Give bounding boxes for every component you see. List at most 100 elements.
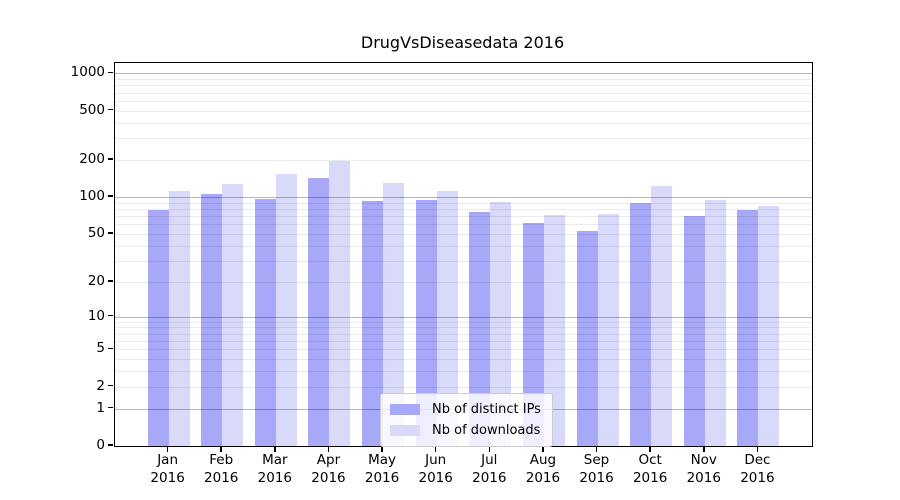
x-axis-tick [166, 446, 169, 452]
y-axis-tick-label: 20 [87, 272, 105, 289]
bar-distinct-ips-Nov-2016 [683, 216, 705, 446]
bar-downloads-Nov-2016 [704, 200, 726, 446]
bar-downloads-Apr-2016 [329, 161, 351, 446]
bar-distinct-ips-May-2016 [362, 200, 384, 446]
x-axis-tick-label: Sep 2016 [579, 452, 614, 486]
x-axis-tick [649, 446, 651, 452]
bar-distinct-ips-Feb-2016 [201, 193, 223, 446]
y-axis-tick [107, 232, 113, 234]
plot-area: Nb of distinct IPs Nb of downloads [114, 62, 813, 447]
gridline-minor [115, 341, 812, 343]
bar-distinct-ips-Jan-2016 [147, 210, 169, 446]
bar-downloads-Oct-2016 [651, 186, 673, 446]
bar-downloads-Sep-2016 [597, 213, 619, 446]
gridline-minor [115, 327, 812, 329]
gridline-minor [115, 202, 812, 204]
y-axis-tick [107, 195, 113, 197]
y-axis-tick [107, 280, 113, 282]
x-axis-tick-label: Nov 2016 [686, 452, 721, 486]
gridline-minor [115, 281, 812, 283]
y-axis-tick [107, 406, 113, 409]
x-axis-tick-label: May 2016 [364, 452, 400, 486]
gridline-minor [115, 359, 812, 361]
y-axis-tick [107, 71, 113, 74]
x-axis-tick [756, 446, 759, 452]
x-axis-tick-label: Mar 2016 [257, 452, 293, 486]
bar-downloads-Feb-2016 [222, 184, 244, 446]
x-axis-tick [703, 446, 705, 452]
bar-distinct-ips-Mar-2016 [254, 198, 276, 446]
bar-distinct-ips-Jun-2016 [415, 199, 437, 446]
x-axis-tick [542, 446, 544, 452]
x-axis-tick [381, 446, 383, 452]
gridline-minor [115, 216, 812, 218]
y-axis-tick [107, 314, 113, 317]
legend-label-downloads: Nb of downloads [432, 423, 541, 438]
y-axis-tick-label: 10 [87, 307, 105, 324]
gridline-minor [115, 349, 812, 351]
legend-swatch-distinct-ips-icon [390, 404, 420, 415]
bar-downloads-Jun-2016 [436, 191, 458, 446]
gridline-minor [115, 321, 812, 323]
x-axis-tick-label: Jun 2016 [418, 452, 453, 486]
bar-downloads-Jul-2016 [490, 202, 512, 446]
gridline-minor [115, 110, 812, 112]
gridline-minor [115, 138, 812, 140]
gridline-minor [115, 92, 812, 94]
y-axis-tick-label: 1000 [70, 64, 105, 81]
y-axis-tick-label: 1 [96, 399, 105, 416]
gridline-minor [115, 386, 812, 388]
x-axis-tick-label: Jan 2016 [150, 452, 185, 486]
bar-distinct-ips-Jul-2016 [469, 212, 491, 446]
gridline-minor [115, 371, 812, 373]
x-axis-tick [595, 446, 598, 452]
x-axis-tick-label: Oct 2016 [632, 452, 668, 486]
gridline-minor [115, 333, 812, 335]
gridline-minor [115, 159, 812, 161]
bar-distinct-ips-Apr-2016 [308, 177, 330, 446]
y-axis-tick-label: 0 [96, 437, 105, 453]
y-axis-tick [107, 158, 113, 160]
y-axis-tick-label: 2 [96, 377, 105, 394]
x-axis-tick-label: Feb 2016 [204, 452, 239, 486]
x-axis-tick [274, 446, 276, 452]
legend-item-downloads: Nb of downloads [390, 420, 541, 441]
x-axis-tick [327, 446, 330, 452]
gridline-major [115, 73, 812, 75]
chart-title: DrugVsDiseasedata 2016 [360, 33, 565, 52]
x-axis-tick-label: Jul 2016 [472, 452, 507, 486]
bar-distinct-ips-Oct-2016 [630, 202, 652, 446]
y-axis-tick-label: 500 [79, 101, 105, 118]
y-axis-tick-label: 50 [87, 224, 105, 241]
bar-downloads-Jan-2016 [168, 190, 190, 446]
bar-distinct-ips-Dec-2016 [737, 210, 759, 446]
gridline-major [115, 197, 812, 199]
legend: Nb of distinct IPs Nb of downloads [380, 393, 553, 447]
x-axis-tick-label: Dec 2016 [740, 452, 775, 486]
x-axis-tick [434, 446, 437, 452]
y-axis-tick [107, 108, 113, 111]
gridline-minor [115, 224, 812, 226]
legend-item-distinct-ips: Nb of distinct IPs [390, 399, 541, 420]
gridline-minor [115, 245, 812, 247]
x-axis-tick [220, 446, 222, 452]
x-axis-tick-label: Aug 2016 [525, 452, 561, 486]
gridline-minor [115, 85, 812, 87]
x-axis-tick-label: Apr 2016 [311, 452, 346, 486]
y-axis-tick-label: 200 [79, 150, 105, 167]
y-axis-tick [107, 347, 113, 350]
legend-swatch-downloads-icon [390, 425, 420, 436]
bar-distinct-ips-Sep-2016 [576, 230, 598, 446]
y-axis-tick [107, 444, 113, 446]
gridline-minor [115, 100, 812, 102]
bar-distinct-ips-Aug-2016 [522, 222, 544, 446]
gridline-minor [115, 208, 812, 210]
gridline-minor [115, 122, 812, 124]
x-axis-tick [488, 446, 491, 452]
y-axis-tick-label: 5 [96, 340, 105, 357]
bar-downloads-Dec-2016 [758, 206, 780, 446]
bar-downloads-May-2016 [383, 183, 405, 446]
bar-downloads-Aug-2016 [543, 214, 565, 446]
y-axis-tick [107, 384, 113, 387]
